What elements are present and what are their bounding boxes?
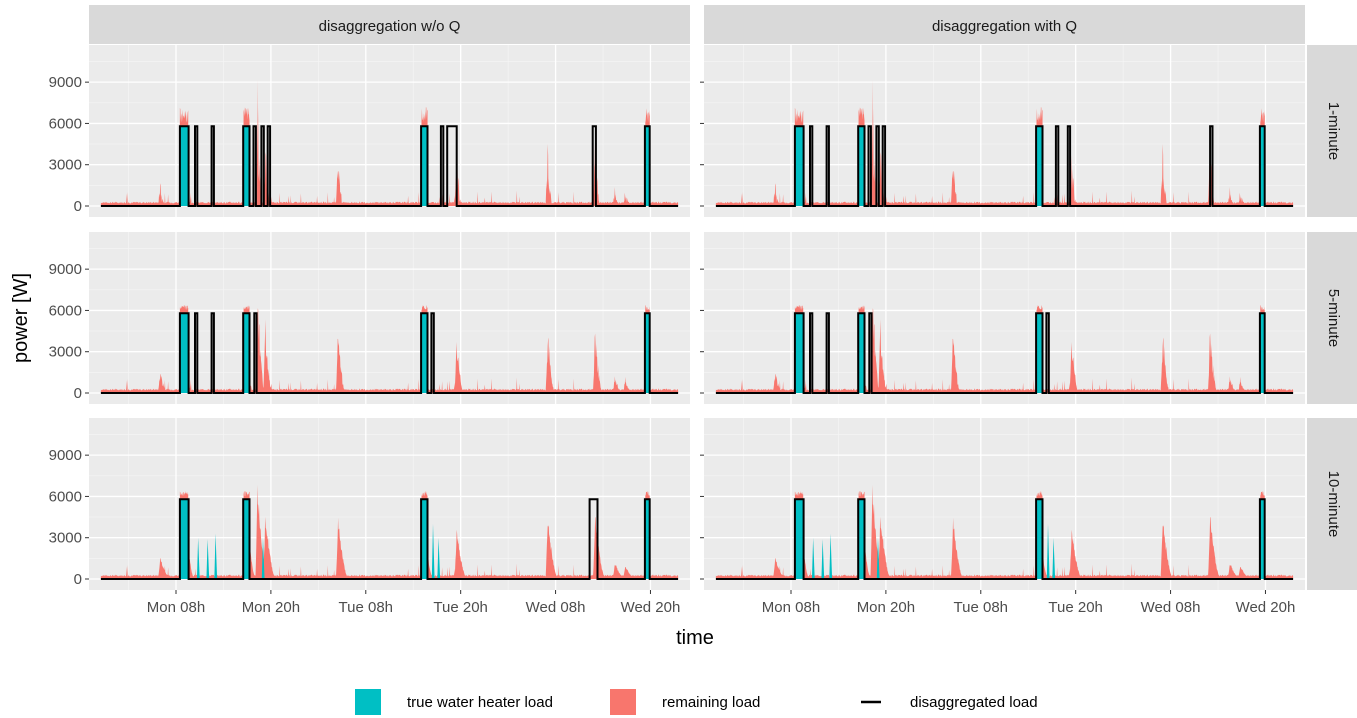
column-strip-label: disaggregation w/o Q: [319, 18, 461, 35]
row-strip-label: 5-minute: [1325, 289, 1342, 347]
water-heater-bar: [1036, 126, 1043, 206]
water-heater-bar: [421, 499, 428, 579]
water-heater-spike: [829, 533, 833, 579]
row-strip: [1307, 45, 1357, 217]
y-tick-label: 9000: [49, 447, 82, 464]
legend-swatch: [355, 689, 381, 715]
x-tick-label: Tue 08h: [339, 599, 394, 616]
water-heater-bar: [858, 313, 865, 393]
water-heater-spike: [214, 533, 218, 579]
water-heater-bar: [1259, 499, 1265, 579]
legend-label: true water heater load: [407, 694, 553, 711]
column-strip-label: disaggregation with Q: [932, 18, 1077, 35]
water-heater-bar: [1036, 499, 1043, 579]
water-heater-bar: [243, 126, 250, 206]
row-strip-label: 1-minute: [1325, 102, 1342, 160]
row-strip-label: 10-minute: [1325, 471, 1342, 538]
water-heater-bar: [179, 499, 189, 579]
water-heater-spike: [437, 537, 441, 579]
water-heater-bar: [243, 499, 250, 579]
water-heater-bar: [794, 499, 804, 579]
water-heater-bar: [644, 499, 650, 579]
x-axis-title: time: [676, 627, 714, 649]
water-heater-spike: [196, 537, 200, 579]
y-tick-label: 6000: [49, 115, 82, 132]
water-heater-bar: [421, 126, 428, 206]
legend-swatch: [610, 689, 636, 715]
disaggregated-load-line: [100, 312, 679, 394]
row-strip: [1307, 418, 1357, 590]
water-heater-bar: [794, 126, 804, 206]
legend: true water heater load remaining load disa…: [355, 689, 1038, 715]
facet-panel: [89, 45, 690, 217]
water-heater-spike: [1052, 537, 1056, 579]
x-tick-label: Mon 08h: [762, 599, 820, 616]
x-tick-label: Mon 08h: [147, 599, 205, 616]
y-tick-label: 3000: [49, 344, 82, 361]
water-heater-spike: [431, 523, 435, 579]
facet-panel: [89, 232, 690, 404]
disaggregated-load-line: [100, 125, 679, 207]
y-tick-label: 3000: [49, 157, 82, 174]
y-tick-label: 3000: [49, 530, 82, 547]
y-tick-label: 6000: [49, 302, 82, 319]
y-axis-title: power [W]: [10, 273, 32, 363]
water-heater-bar: [644, 313, 650, 393]
x-tick-label: Tue 08h: [954, 599, 1009, 616]
water-heater-spike: [821, 539, 825, 579]
facet-panel: [704, 418, 1305, 590]
x-tick-label: Wed 08h: [526, 599, 586, 616]
y-tick-label: 0: [74, 385, 82, 402]
water-heater-bar: [858, 126, 865, 206]
x-tick-label: Mon 20h: [857, 599, 915, 616]
water-heater-bar: [1036, 313, 1043, 393]
water-heater-bar: [1259, 313, 1265, 393]
legend-label: disaggregated load: [910, 694, 1038, 711]
column-strip: [704, 5, 1305, 44]
column-strip: [89, 5, 690, 44]
water-heater-bar: [421, 313, 428, 393]
disaggregated-load-line: [715, 498, 1294, 580]
water-heater-spike: [876, 537, 880, 579]
water-heater-bar: [794, 313, 804, 393]
y-tick-label: 0: [74, 198, 82, 215]
water-heater-spike: [1046, 523, 1050, 579]
disaggregated-load-line: [715, 312, 1294, 394]
water-heater-bar: [858, 499, 865, 579]
y-tick-label: 0: [74, 571, 82, 588]
water-heater-bar: [644, 126, 650, 206]
x-tick-label: Mon 20h: [242, 599, 300, 616]
disaggregated-load-line: [100, 498, 679, 580]
x-tick-label: Tue 20h: [1048, 599, 1103, 616]
y-tick-label: 9000: [49, 261, 82, 278]
water-heater-bar: [243, 313, 250, 393]
legend-label: remaining load: [662, 694, 760, 711]
x-tick-label: Wed 20h: [621, 599, 681, 616]
y-tick-label: 9000: [49, 74, 82, 91]
facet-panel: [704, 45, 1305, 217]
x-tick-label: Tue 20h: [433, 599, 488, 616]
facet-panel: [704, 232, 1305, 404]
water-heater-bar: [1259, 126, 1265, 206]
x-tick-label: Wed 08h: [1141, 599, 1201, 616]
y-tick-label: 6000: [49, 488, 82, 505]
water-heater-bar: [179, 126, 189, 206]
row-strip: [1307, 232, 1357, 404]
water-heater-spike: [261, 537, 265, 579]
disaggregated-load-line: [715, 125, 1294, 207]
water-heater-spike: [811, 537, 815, 579]
x-tick-label: Wed 20h: [1236, 599, 1296, 616]
water-heater-spike: [206, 539, 210, 579]
facet-panel: [89, 418, 690, 590]
water-heater-bar: [179, 313, 189, 393]
